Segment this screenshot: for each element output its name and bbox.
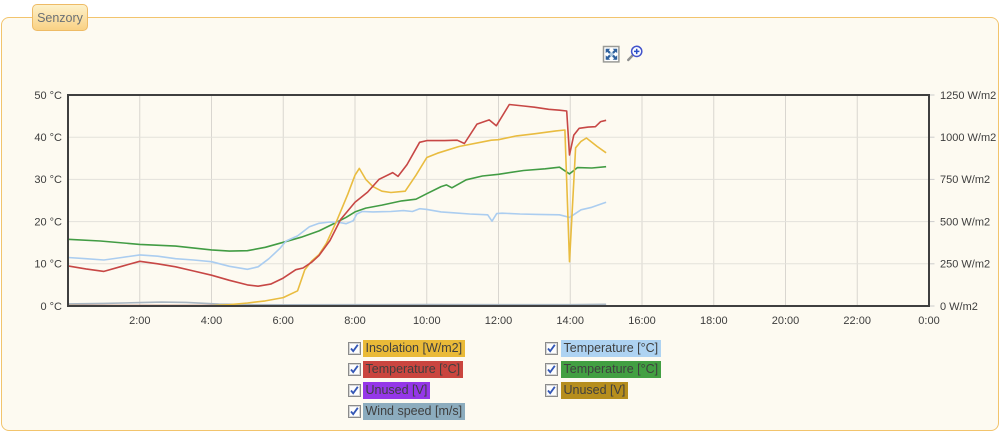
- svg-text:0 W/m2: 0 W/m2: [940, 301, 978, 313]
- svg-text:20:00: 20:00: [772, 315, 800, 327]
- svg-text:8:00: 8:00: [344, 315, 365, 327]
- svg-text:14:00: 14:00: [556, 315, 584, 327]
- svg-text:16:00: 16:00: [628, 315, 656, 327]
- svg-text:22:00: 22:00: [843, 315, 871, 327]
- svg-text:40 °C: 40 °C: [34, 132, 62, 144]
- svg-text:18:00: 18:00: [700, 315, 728, 327]
- svg-text:12:00: 12:00: [485, 315, 513, 327]
- svg-text:250 W/m2: 250 W/m2: [940, 259, 990, 271]
- svg-text:4:00: 4:00: [201, 315, 222, 327]
- svg-text:50 °C: 50 °C: [34, 90, 62, 102]
- svg-text:20 °C: 20 °C: [34, 216, 62, 228]
- svg-text:10:00: 10:00: [413, 315, 441, 327]
- svg-text:500 W/m2: 500 W/m2: [940, 216, 990, 228]
- svg-text:0:00: 0:00: [918, 315, 939, 327]
- svg-text:30 °C: 30 °C: [34, 174, 62, 186]
- svg-text:1000 W/m2: 1000 W/m2: [940, 132, 996, 144]
- svg-text:10 °C: 10 °C: [34, 259, 62, 271]
- svg-text:6:00: 6:00: [272, 315, 293, 327]
- svg-text:2:00: 2:00: [129, 315, 150, 327]
- svg-text:750 W/m2: 750 W/m2: [940, 174, 990, 186]
- svg-text:1250 W/m2: 1250 W/m2: [940, 90, 996, 102]
- svg-text:0 °C: 0 °C: [40, 301, 62, 313]
